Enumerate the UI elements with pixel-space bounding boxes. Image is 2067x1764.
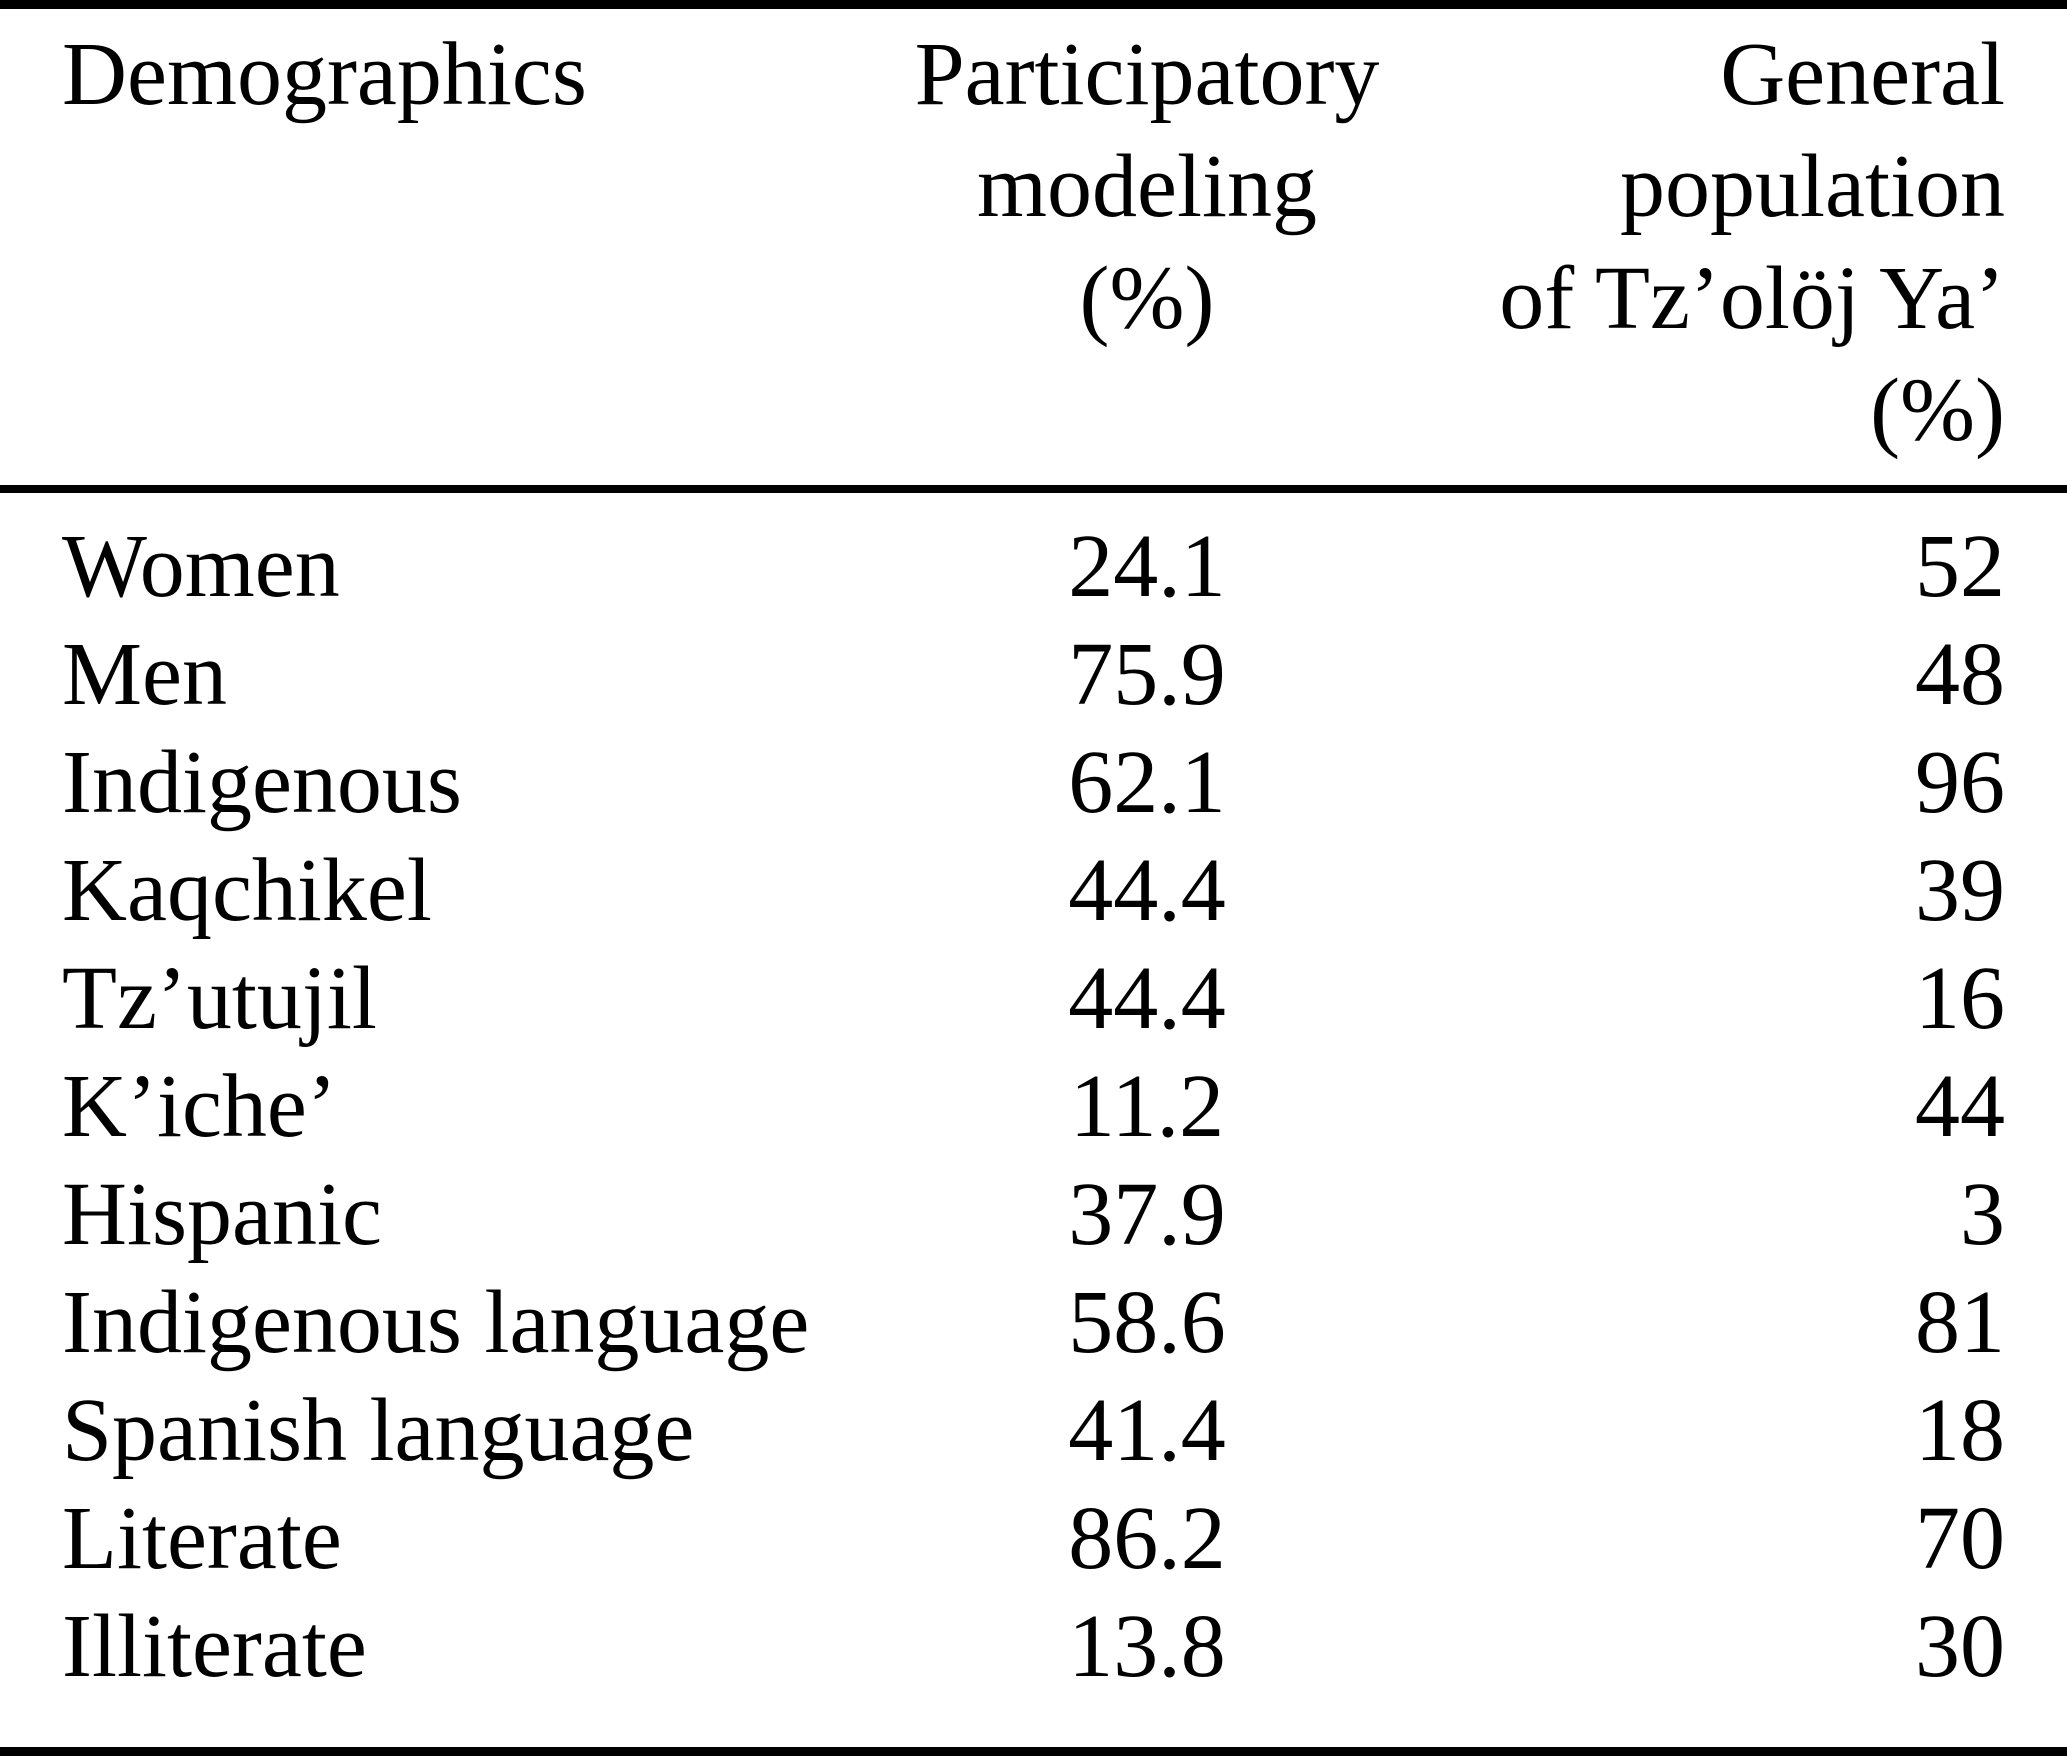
general-population-value: 44 bbox=[1915, 1056, 2005, 1156]
table-row: Tz’utujil 44.4 16 bbox=[0, 945, 2067, 1053]
participatory-modeling-value: 44.4 bbox=[1068, 948, 1226, 1048]
general-population-value: 39 bbox=[1915, 840, 2005, 940]
general-population-value: 18 bbox=[1915, 1380, 2005, 1480]
table-header: Demographics Participatory modeling (%) … bbox=[0, 4, 2067, 493]
header-line: modeling bbox=[977, 137, 1317, 236]
header-line: General bbox=[1720, 25, 2005, 124]
demographic-label: Literate bbox=[62, 1488, 342, 1588]
demographic-label: Women bbox=[62, 516, 340, 616]
general-population-value: 16 bbox=[1915, 948, 2005, 1048]
general-population-value: 52 bbox=[1915, 516, 2005, 616]
participatory-modeling-value: 75.9 bbox=[1068, 624, 1226, 724]
header-line: of Tz’olöj Ya’ bbox=[1499, 249, 2005, 348]
demographic-label: Hispanic bbox=[62, 1164, 382, 1264]
col-header-participatory-modeling: Participatory modeling (%) bbox=[900, 4, 1394, 493]
demographic-label: Illiterate bbox=[62, 1596, 367, 1696]
table-body: Women 24.1 52 Men 75.9 48 Indigenous 62.… bbox=[0, 489, 2067, 1752]
col-header-demographics: Demographics bbox=[0, 4, 900, 493]
header-line: (%) bbox=[1079, 249, 1215, 348]
table-row: Indigenous language 58.6 81 bbox=[0, 1269, 2067, 1377]
demographic-label: Spanish language bbox=[62, 1380, 695, 1480]
general-population-value: 3 bbox=[1960, 1164, 2005, 1264]
participatory-modeling-value: 11.2 bbox=[1069, 1056, 1225, 1156]
participatory-modeling-value: 13.8 bbox=[1068, 1596, 1226, 1696]
demographic-label: Men bbox=[62, 624, 227, 724]
table-row: Women 24.1 52 bbox=[0, 489, 2067, 621]
general-population-value: 70 bbox=[1915, 1488, 2005, 1588]
demographic-label: Kaqchikel bbox=[62, 840, 432, 940]
header-line: (%) bbox=[1870, 361, 2005, 460]
table-row: Kaqchikel 44.4 39 bbox=[0, 837, 2067, 945]
general-population-value: 96 bbox=[1915, 732, 2005, 832]
table-row: Indigenous 62.1 96 bbox=[0, 729, 2067, 837]
table-row: Hispanic 37.9 3 bbox=[0, 1161, 2067, 1269]
table-row: Spanish language 41.4 18 bbox=[0, 1377, 2067, 1485]
header-line: Demographics bbox=[62, 25, 587, 124]
header-row: Demographics Participatory modeling (%) … bbox=[0, 4, 2067, 493]
header-line: population bbox=[1620, 137, 2005, 236]
demographic-label: Indigenous language bbox=[62, 1272, 810, 1372]
participatory-modeling-value: 41.4 bbox=[1068, 1380, 1226, 1480]
table-row: Literate 86.2 70 bbox=[0, 1485, 2067, 1593]
participatory-modeling-value: 58.6 bbox=[1068, 1272, 1226, 1372]
table-row: Illiterate 13.8 30 bbox=[0, 1593, 2067, 1752]
participatory-modeling-value: 86.2 bbox=[1068, 1488, 1226, 1588]
header-line: Participatory bbox=[914, 25, 1380, 124]
participatory-modeling-value: 24.1 bbox=[1068, 516, 1226, 616]
general-population-value: 81 bbox=[1915, 1272, 2005, 1372]
demographic-label: K’iche’ bbox=[62, 1056, 337, 1156]
table-row: Men 75.9 48 bbox=[0, 621, 2067, 729]
participatory-modeling-value: 37.9 bbox=[1068, 1164, 1226, 1264]
table-row: K’iche’ 11.2 44 bbox=[0, 1053, 2067, 1161]
col-header-general-population: General population of Tz’olöj Ya’ (%) bbox=[1394, 4, 2067, 493]
general-population-value: 30 bbox=[1915, 1596, 2005, 1696]
participatory-modeling-value: 44.4 bbox=[1068, 840, 1226, 940]
participatory-modeling-value: 62.1 bbox=[1068, 732, 1226, 832]
demographic-label: Tz’utujil bbox=[62, 948, 377, 1048]
general-population-value: 48 bbox=[1915, 624, 2005, 724]
demographic-label: Indigenous bbox=[62, 732, 462, 832]
